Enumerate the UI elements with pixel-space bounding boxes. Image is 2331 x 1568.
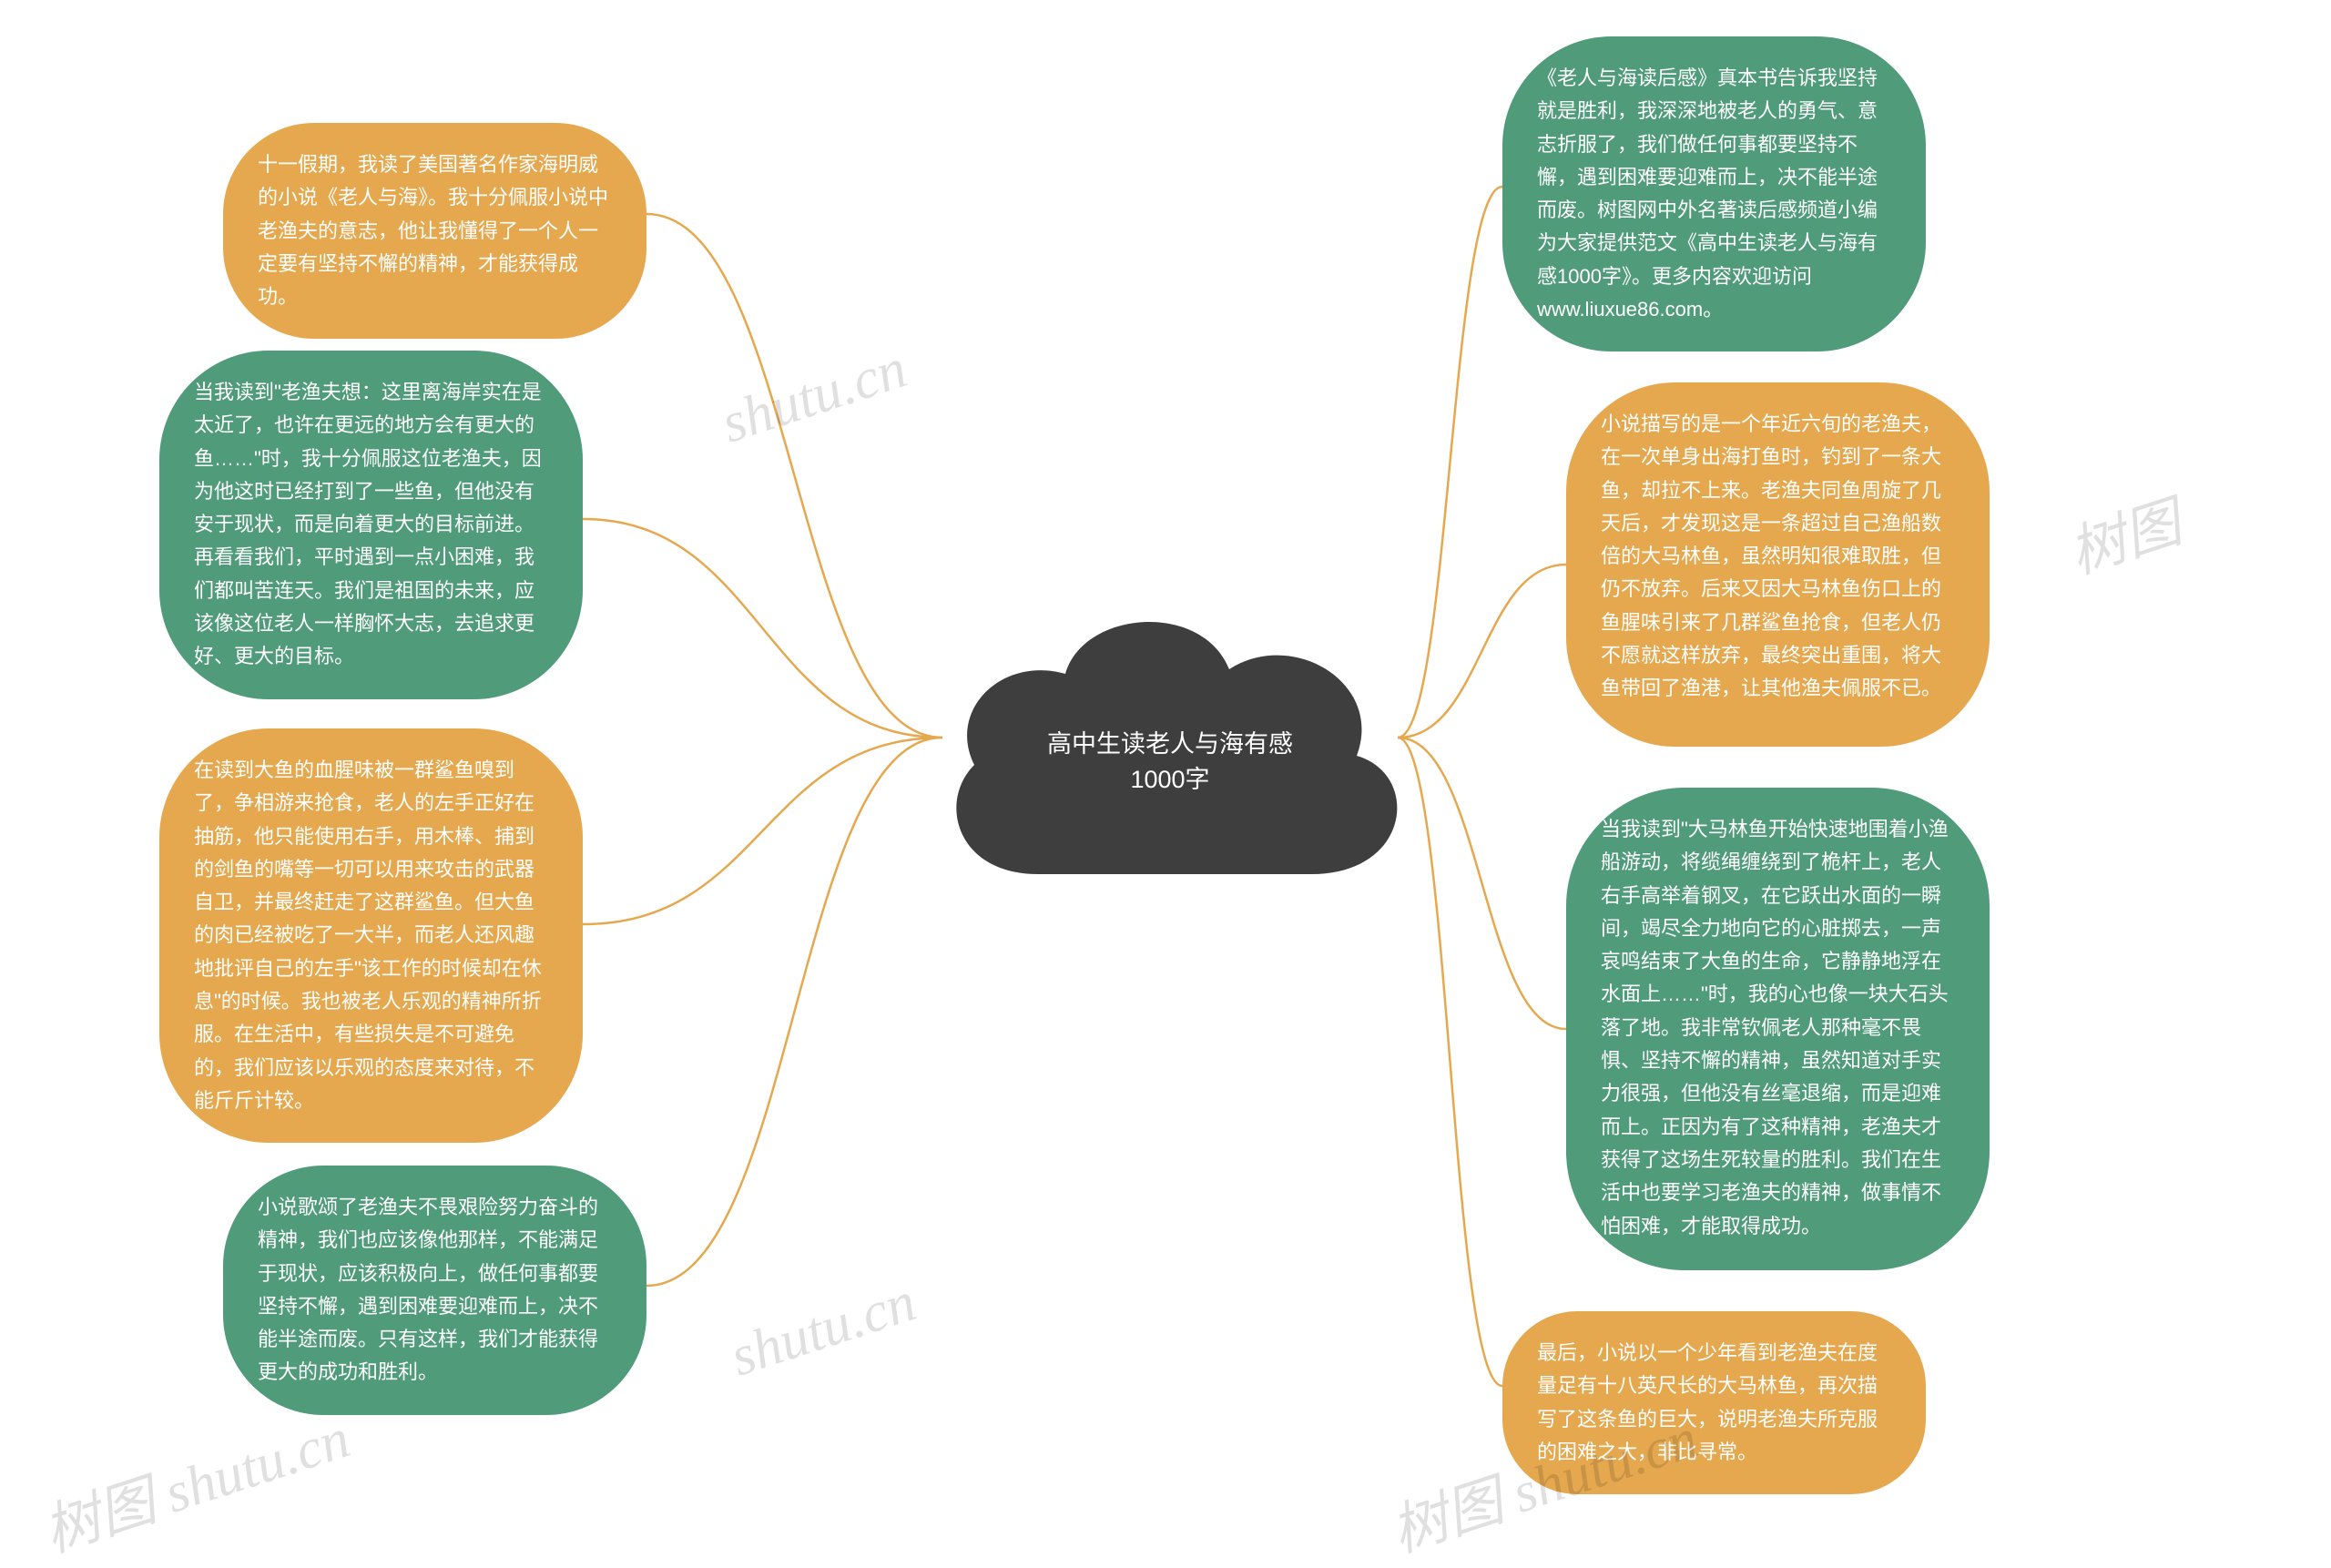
branch-node-right-3: 最后，小说以一个少年看到老渔夫在度量足有十八英尺长的大马林鱼，再次描写了这条鱼的… [1502,1311,1926,1494]
branch-node-right-2: 当我读到"大马林鱼开始快速地围着小渔船游动，将缆绳缠绕到了桅杆上，老人右手高举着… [1566,788,1990,1270]
mindmap-canvas: 高中生读老人与海有感1000字 十一假期，我读了美国著名作家海明威的小说《老人与… [0,0,2331,1465]
branch-text: 当我读到"老渔夫想：这里离海岸实在是太近了，也许在更远的地方会有更大的鱼……"时… [194,381,542,667]
watermark: shutu.cn [714,337,914,457]
watermark: 树图 [2057,476,2190,589]
branch-text: 《老人与海读后感》真本书告诉我坚持就是胜利，我深深地被老人的勇气、意志折服了，我… [1537,66,1878,321]
branch-text: 小说描写的是一个年近六旬的老渔夫，在一次单身出海打鱼时，钓到了一条大鱼，却拉不上… [1601,412,1941,699]
branch-node-left-3: 小说歌颂了老渔夫不畏艰险努力奋斗的精神，我们也应该像他那样，不能满足于现状，应该… [223,1166,646,1415]
branch-node-left-1: 当我读到"老渔夫想：这里离海岸实在是太近了，也许在更远的地方会有更大的鱼……"时… [159,351,583,699]
watermark: shutu.cn [723,1270,923,1390]
watermark: 树图 shutu.cn [32,1391,359,1567]
branch-text: 在读到大鱼的血腥味被一群鲨鱼嗅到了，争相游来抢食，老人的左手正好在抽筋，他只能使… [194,759,542,1112]
branch-node-left-2: 在读到大鱼的血腥味被一群鲨鱼嗅到了，争相游来抢食，老人的左手正好在抽筋，他只能使… [159,728,583,1143]
branch-text: 最后，小说以一个少年看到老渔夫在度量足有十八英尺长的大马林鱼，再次描写了这条鱼的… [1537,1341,1878,1463]
branch-node-right-0: 《老人与海读后感》真本书告诉我坚持就是胜利，我深深地被老人的勇气、意志折服了，我… [1502,36,1926,351]
branch-text: 十一假期，我读了美国著名作家海明威的小说《老人与海》。我十分佩服小说中老渔夫的意… [258,153,608,308]
center-node: 高中生读老人与海有感1000字 [929,583,1411,901]
branch-text: 当我读到"大马林鱼开始快速地围着小渔船游动，将缆绳缠绕到了桅杆上，老人右手高举着… [1601,818,1949,1237]
branch-node-right-1: 小说描写的是一个年近六旬的老渔夫，在一次单身出海打鱼时，钓到了一条大鱼，却拉不上… [1566,382,1990,747]
branch-text: 小说歌颂了老渔夫不畏艰险努力奋斗的精神，我们也应该像他那样，不能满足于现状，应该… [258,1196,598,1383]
center-title: 高中生读老人与海有感1000字 [1033,724,1307,795]
branch-node-left-0: 十一假期，我读了美国著名作家海明威的小说《老人与海》。我十分佩服小说中老渔夫的意… [223,123,646,339]
